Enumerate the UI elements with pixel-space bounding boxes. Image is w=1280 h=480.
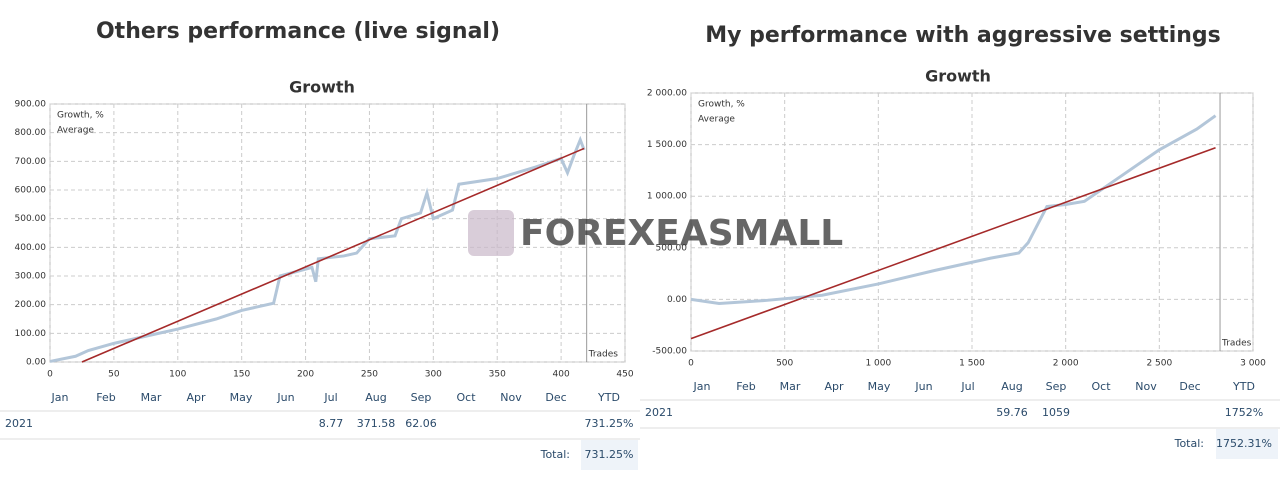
x-tick-label: 0	[688, 359, 694, 369]
column-header: Nov	[1135, 380, 1157, 393]
column-header: YTD	[597, 391, 620, 404]
column-header: Aug	[365, 391, 386, 404]
plot-area	[49, 103, 626, 363]
column-header: Oct	[456, 391, 476, 404]
table-cell: 62.06	[405, 417, 437, 430]
table-cell: 371.58	[357, 417, 396, 430]
heading: My performance with aggressive settings	[705, 23, 1221, 48]
table-cell: 1059	[1042, 406, 1070, 419]
y-tick-label: 0.00	[667, 295, 687, 305]
column-header: Jun	[914, 380, 932, 393]
column-header: May	[230, 391, 253, 404]
column-header: YTD	[1232, 380, 1255, 393]
x-tick-label: 150	[233, 370, 250, 380]
column-header: Mar	[780, 380, 801, 393]
x-tick-label: 200	[297, 370, 314, 380]
series-line	[81, 147, 585, 363]
series-line	[49, 135, 586, 363]
total-label: Total:	[1174, 437, 1204, 450]
column-header: Sep	[1046, 380, 1067, 393]
chart-title: Growth	[289, 78, 355, 97]
x-tick-label: 500	[776, 359, 793, 369]
x-tick-label: 350	[489, 370, 506, 380]
y-tick-label: 800.00	[15, 128, 47, 138]
trades-label: Trades	[588, 350, 619, 360]
x-tick-label: 450	[616, 370, 633, 380]
y-tick-label: 500.00	[656, 243, 688, 253]
x-tick-label: 100	[169, 370, 186, 380]
table-cell: 59.76	[996, 406, 1028, 419]
y-tick-label: 0.00	[26, 358, 46, 368]
column-header: Jul	[323, 391, 337, 404]
column-header: Apr	[824, 380, 844, 393]
y-tick-label: 700.00	[15, 157, 47, 167]
column-header: Oct	[1091, 380, 1111, 393]
column-header: Jan	[51, 391, 69, 404]
row-label: 2021	[645, 406, 673, 419]
y-tick-label: -500.00	[652, 347, 687, 357]
y-tick-label: 100.00	[15, 329, 47, 339]
column-header: Dec	[545, 391, 566, 404]
row-label: 2021	[5, 417, 33, 430]
column-header: Feb	[736, 380, 755, 393]
legend-label: Growth, %	[57, 111, 104, 121]
y-tick-label: 2 000.00	[647, 89, 687, 99]
column-header: Jan	[693, 380, 711, 393]
series-line	[690, 114, 1217, 306]
watermark: FOREXEASMALL	[520, 213, 843, 254]
column-header: Feb	[96, 391, 115, 404]
trades-label: Trades	[1221, 339, 1252, 349]
heading: Others performance (live signal)	[96, 19, 500, 44]
legend-label: Average	[698, 115, 735, 125]
column-header: Aug	[1001, 380, 1022, 393]
y-tick-label: 900.00	[15, 100, 47, 110]
table-cell: 8.77	[319, 417, 344, 430]
x-tick-label: 2 500	[1146, 359, 1172, 369]
x-tick-label: 250	[361, 370, 378, 380]
y-tick-label: 400.00	[15, 243, 47, 253]
column-header: Sep	[411, 391, 432, 404]
ytd-cell	[1216, 429, 1278, 459]
table-cell: 731.25%	[585, 417, 634, 430]
column-header: Apr	[186, 391, 206, 404]
x-tick-label: 1 000	[865, 359, 891, 369]
column-header: Jun	[276, 391, 294, 404]
column-header: Dec	[1179, 380, 1200, 393]
y-tick-label: 300.00	[15, 272, 47, 282]
column-header: Nov	[500, 391, 522, 404]
legend-label: Average	[57, 126, 94, 136]
watermark-logo	[468, 210, 514, 256]
y-tick-label: 600.00	[15, 186, 47, 196]
x-tick-label: 300	[425, 370, 442, 380]
ytd-cell	[581, 440, 638, 470]
y-tick-label: 1 500.00	[647, 140, 687, 150]
x-tick-label: 2 000	[1053, 359, 1079, 369]
column-header: May	[868, 380, 891, 393]
x-tick-label: 400	[553, 370, 570, 380]
y-tick-label: 200.00	[15, 300, 47, 310]
column-header: Jul	[960, 380, 974, 393]
total-value: 731.25%	[585, 448, 634, 461]
x-tick-label: 50	[108, 370, 120, 380]
y-tick-label: 500.00	[15, 214, 47, 224]
series-line	[690, 146, 1216, 340]
x-tick-label: 0	[47, 370, 53, 380]
y-tick-label: 1 000.00	[647, 192, 687, 202]
column-header: Mar	[141, 391, 162, 404]
x-tick-label: 1 500	[959, 359, 985, 369]
legend-label: Growth, %	[698, 100, 745, 110]
total-label: Total:	[540, 448, 570, 461]
x-tick-label: 3 000	[1240, 359, 1266, 369]
total-value: 1752.31%	[1216, 437, 1272, 450]
chart-title: Growth	[925, 67, 991, 86]
table-cell: 1752%	[1225, 406, 1263, 419]
